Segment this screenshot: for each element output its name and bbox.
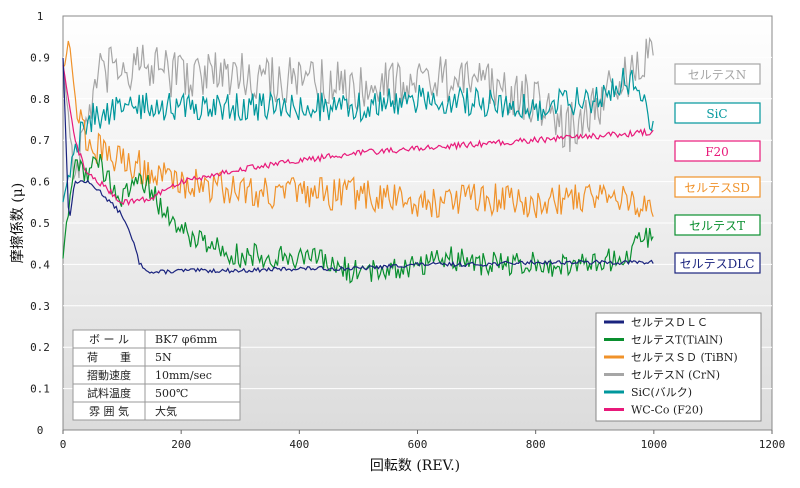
series-label-text: セルテスN	[688, 68, 747, 82]
series-label-text: SiC	[706, 107, 727, 121]
series-line-5	[62, 65, 654, 207]
condition-value: BK7 φ6mm	[155, 333, 218, 346]
x-tick-label: 1200	[759, 438, 786, 451]
legend-label: WC-Co (F20)	[631, 404, 703, 417]
x-tick-label: 200	[171, 438, 191, 451]
legend-label: セルテスT(TiAlN)	[631, 334, 723, 347]
y-tick-label: 0.7	[30, 134, 50, 147]
series-label-box	[674, 176, 761, 198]
series-label-text: セルテスDLC	[680, 257, 755, 271]
x-tick-label: 1000	[641, 438, 668, 451]
legend-label: SiC(バルク)	[631, 386, 692, 399]
y-tick-label: 0.8	[30, 93, 50, 106]
x-tick-label: 800	[526, 438, 546, 451]
y-tick-label: 1	[37, 10, 44, 23]
series-label-box	[674, 140, 761, 162]
conditions-table	[72, 329, 241, 421]
series-line-1	[62, 153, 654, 284]
series-label-box	[674, 252, 761, 274]
x-axis-title: 回転数 (REV.)	[370, 458, 460, 474]
y-tick-label: 0.4	[30, 258, 50, 271]
series-label-text: セルテスSD	[684, 181, 750, 195]
legend-label: セルテスＳＤ (TiBN)	[631, 351, 738, 364]
y-axis-title: 摩擦係数 (μ)	[9, 183, 26, 263]
series-line-0	[62, 57, 654, 275]
series-line-3	[62, 36, 654, 180]
condition-value: 500℃	[155, 387, 188, 400]
series-line-2	[62, 40, 654, 219]
series-label-box	[674, 63, 761, 85]
legend-label: セルテスＤＬＣ	[631, 316, 708, 329]
legend-box	[595, 312, 762, 422]
x-tick-label: 600	[408, 438, 428, 451]
legend-label: セルテスN (CrN)	[631, 369, 720, 382]
y-tick-label: 0.2	[30, 341, 50, 354]
y-tick-label: 0.5	[30, 217, 50, 230]
y-tick-label: 0	[37, 424, 44, 437]
y-tick-label: 0.3	[30, 300, 50, 313]
series-label-box	[674, 214, 761, 236]
condition-label: 試料温度	[87, 386, 131, 400]
series-label-box	[674, 102, 761, 124]
x-tick-label: 0	[60, 438, 67, 451]
condition-label: 雰 囲 気	[89, 404, 129, 418]
y-tick-label: 0.6	[30, 176, 50, 189]
condition-label: ボ ー ル	[89, 333, 129, 346]
condition-value: 大気	[155, 404, 177, 418]
y-tick-label: 0.1	[30, 383, 50, 396]
condition-value: 10mm/sec	[155, 369, 212, 382]
x-tick-label: 400	[289, 438, 309, 451]
y-tick-label: 0.9	[30, 51, 50, 64]
condition-label: 摺動速度	[87, 368, 131, 382]
series-label-text: F20	[705, 145, 729, 159]
series-label-text: セルテスT	[689, 219, 745, 233]
condition-label: 荷 重	[87, 350, 131, 364]
condition-value: 5N	[155, 351, 172, 364]
series-line-4	[62, 67, 654, 203]
